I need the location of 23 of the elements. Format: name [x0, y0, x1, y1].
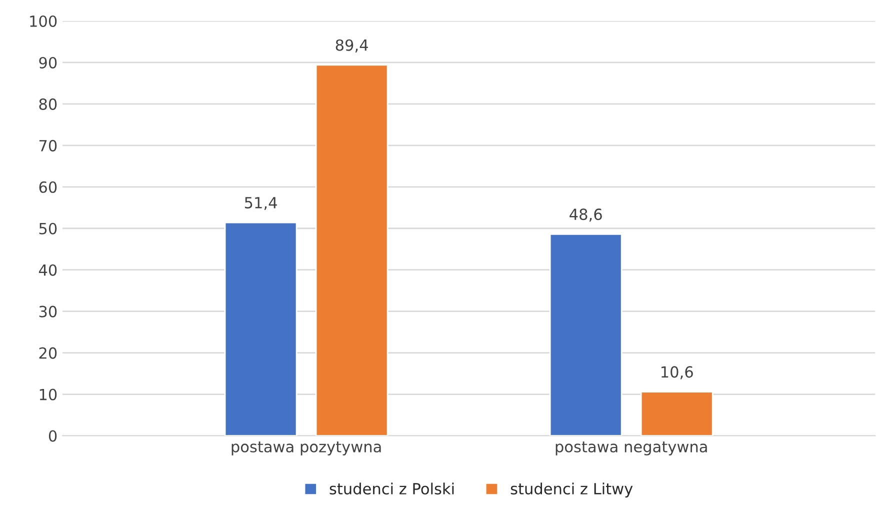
x-tick-label: postawa negatywna [556, 441, 707, 456]
legend-label: studenci z Polski [330, 482, 454, 495]
y-tick-label: 80 [39, 98, 57, 110]
data-label: 89,4 [336, 39, 368, 52]
data-label: 48,6 [570, 208, 602, 222]
y-tick-label: 70 [39, 140, 57, 152]
y-tick-label: 30 [39, 306, 57, 318]
y-tick-label: 40 [38, 264, 57, 276]
bar [315, 64, 388, 436]
x-tick-label: postawa pozytywna [232, 441, 381, 456]
data-label: 51,4 [244, 197, 277, 210]
y-tick-label: 10 [40, 388, 57, 400]
y-tick-label: 50 [39, 222, 57, 234]
y-tick-label: 90 [39, 56, 57, 68]
legend-label: studenci z Litwy [510, 482, 633, 498]
bar [549, 233, 622, 436]
bar [640, 391, 714, 436]
y-tick-label: 60 [39, 181, 57, 193]
y-tick-label: 20 [39, 347, 57, 359]
y-tick-label: 100 [30, 15, 57, 28]
bar [224, 222, 298, 436]
data-label: 10,6 [662, 366, 693, 380]
y-tick-label: 0 [48, 430, 57, 442]
